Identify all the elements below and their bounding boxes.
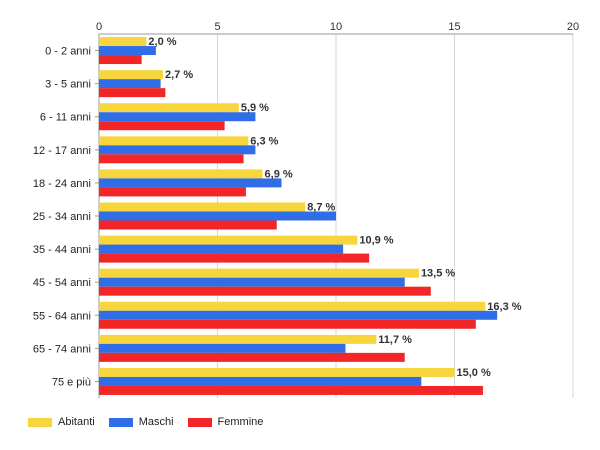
bar-abitanti: [99, 103, 239, 113]
bar-femmine: [99, 220, 277, 230]
bar-abitanti: [99, 169, 263, 179]
y-tick-label: 75 e più: [52, 376, 91, 388]
y-tick-label: 18 - 24 anni: [33, 178, 91, 190]
data-label: 2,0 %: [148, 36, 176, 48]
y-tick-label: 3 - 5 anni: [45, 79, 91, 91]
bar-maschi: [99, 277, 405, 287]
data-label: 16,3 %: [487, 301, 521, 313]
bar-abitanti: [99, 367, 455, 377]
bar-maschi: [99, 79, 161, 89]
data-label: 15,0 %: [457, 367, 491, 379]
y-tick-label: 6 - 11 anni: [40, 112, 91, 124]
legend-label-abitanti: Abitanti: [58, 416, 95, 428]
bar-maschi: [99, 211, 336, 221]
bar-abitanti: [99, 136, 249, 146]
bar-maschi: [99, 376, 422, 386]
x-tick-label: 10: [330, 21, 342, 33]
bar-maschi: [99, 244, 344, 254]
legend: Abitanti Maschi Femmine: [28, 416, 263, 428]
bar-femmine: [99, 319, 476, 329]
x-tick-label: 15: [448, 21, 460, 33]
legend-item-maschi: Maschi: [108, 416, 174, 428]
x-tick-label: 0: [96, 21, 102, 33]
legend-swatch-abitanti: [28, 417, 52, 427]
bar-abitanti: [99, 301, 486, 311]
y-tick-label: 12 - 17 anni: [33, 145, 91, 157]
y-tick-label: 0 - 2 anni: [45, 46, 91, 58]
x-tick-label: 5: [214, 21, 220, 33]
y-tick-label: 65 - 74 anni: [33, 343, 91, 355]
data-label: 2,7 %: [165, 69, 193, 81]
x-tick-label: 20: [567, 21, 579, 33]
data-label: 5,9 %: [241, 102, 269, 114]
bar-abitanti: [99, 268, 419, 278]
bar-maschi: [99, 112, 256, 122]
y-tick-label: 35 - 44 anni: [33, 244, 91, 256]
bar-abitanti: [99, 235, 358, 245]
legend-label-femmine: Femmine: [217, 416, 264, 428]
bar-maschi: [99, 145, 256, 155]
bar-femmine: [99, 121, 225, 131]
y-tick-label: 25 - 34 anni: [33, 211, 91, 223]
legend-label-maschi: Maschi: [138, 416, 174, 428]
bar-abitanti: [99, 334, 377, 344]
bar-femmine: [99, 385, 483, 395]
bar-femmine: [99, 55, 142, 65]
y-tick-label: 45 - 54 anni: [33, 277, 91, 289]
legend-swatch-femmine: [187, 417, 212, 427]
data-label: 6,9 %: [265, 168, 293, 180]
data-label: 11,7 %: [378, 334, 412, 346]
y-tick-label: 55 - 64 anni: [33, 310, 91, 322]
data-label: 6,3 %: [250, 135, 278, 147]
bar-femmine: [99, 88, 166, 98]
bar-maschi: [99, 310, 498, 320]
bar-femmine: [99, 286, 431, 296]
legend-swatch-maschi: [108, 417, 133, 427]
legend-item-femmine: Femmine: [187, 416, 264, 428]
bar-femmine: [99, 187, 246, 197]
bar-maschi: [99, 178, 282, 188]
bar-femmine: [99, 154, 244, 164]
bar-maschi: [99, 46, 156, 56]
bar-abitanti: [99, 202, 306, 212]
bar-femmine: [99, 352, 405, 362]
bar-abitanti: [99, 37, 147, 47]
bar-maschi: [99, 343, 346, 353]
data-label: 8,7 %: [307, 202, 335, 214]
bar-femmine: [99, 253, 370, 263]
bar-abitanti: [99, 70, 163, 80]
legend-item-abitanti: Abitanti: [28, 416, 95, 428]
data-label: 10,9 %: [359, 235, 393, 247]
data-label: 13,5 %: [421, 268, 455, 280]
